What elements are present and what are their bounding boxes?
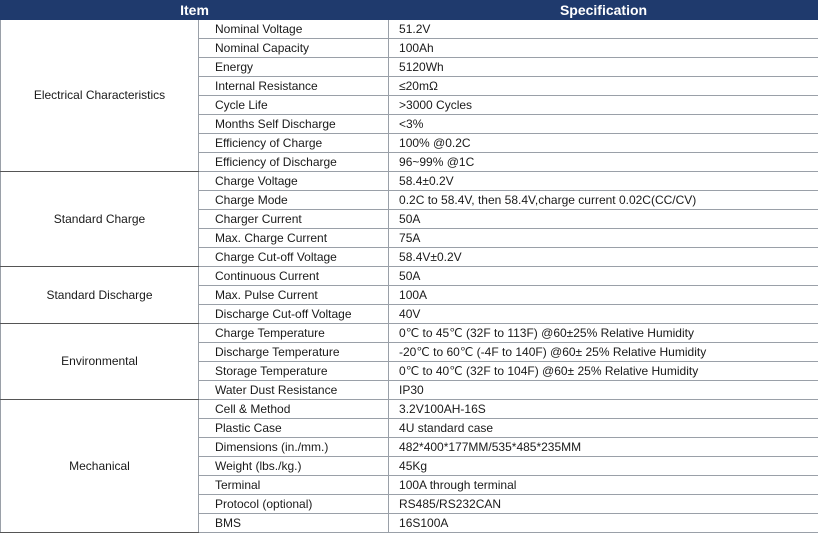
group-name: Electrical Characteristics (0, 19, 199, 172)
header-specification: Specification (388, 0, 818, 20)
item-spec: 3.2V100AH-16S (388, 399, 818, 419)
item-name: Continuous Current (197, 266, 390, 286)
item-spec: 50A (388, 209, 818, 229)
item-spec: 96~99% @1C (388, 152, 818, 172)
header-item: Item (0, 0, 390, 20)
table-row: Max. Charge Current 75A (1, 228, 818, 248)
item-name: Max. Pulse Current (197, 285, 390, 305)
item-spec: 0℃ to 45℃ (32F to 113F) @60±25% Relative… (388, 323, 818, 343)
item-name: Efficiency of Charge (197, 133, 390, 153)
item-name: Water Dust Resistance (197, 380, 390, 400)
item-name: Cycle Life (197, 95, 390, 115)
item-name: Plastic Case (197, 418, 390, 438)
item-spec: >3000 Cycles (388, 95, 818, 115)
item-spec: 51.2V (388, 19, 818, 39)
item-spec: 100A (388, 285, 818, 305)
item-spec: 0℃ to 40℃ (32F to 104F) @60± 25% Relativ… (388, 361, 818, 381)
item-spec: 58.4V±0.2V (388, 247, 818, 267)
item-name: Charge Mode (197, 190, 390, 210)
item-name: Charge Cut-off Voltage (197, 247, 390, 267)
item-spec: 5120Wh (388, 57, 818, 77)
table-row: Weight (lbs./kg.) 45Kg (1, 456, 818, 476)
item-spec: 58.4±0.2V (388, 171, 818, 191)
table-row: Terminal 100A through terminal (1, 475, 818, 495)
group-name: Standard Charge (0, 171, 199, 267)
item-spec: 40V (388, 304, 818, 324)
table-row: Standard Charge Charge Voltage 58.4±0.2V (0, 171, 818, 267)
item-spec: -20℃ to 60℃ (-4F to 140F) @60± 25% Relat… (388, 342, 818, 362)
item-name: Cell & Method (197, 399, 390, 419)
item-spec: 75A (388, 228, 818, 248)
group-name: Standard Discharge (0, 266, 199, 324)
item-spec: 100% @0.2C (388, 133, 818, 153)
table-row: BMS 16S100A (1, 513, 818, 533)
item-spec: 45Kg (388, 456, 818, 476)
table-row: Standard Discharge Continuous Current 50A (0, 266, 818, 324)
item-name: Max. Charge Current (197, 228, 390, 248)
item-name: BMS (197, 513, 390, 533)
table-row: Electrical Characteristics Nominal Voltag… (0, 19, 818, 172)
table-row: Dimensions (in./mm.) 482*400*177MM/535*48… (1, 437, 818, 457)
item-spec: 16S100A (388, 513, 818, 533)
table-row: Charger Current 50A (1, 209, 818, 229)
table-row: Charge Mode 0.2C to 58.4V, then 58.4V,cha… (1, 190, 818, 210)
item-name: Discharge Temperature (197, 342, 390, 362)
item-spec: <3% (388, 114, 818, 134)
item-name: Nominal Capacity (197, 38, 390, 58)
item-name: Efficiency of Discharge (197, 152, 390, 172)
table-body: Electrical Characteristics Nominal Voltag… (0, 19, 818, 533)
item-name: Internal Resistance (197, 76, 390, 96)
item-name: Charge Temperature (197, 323, 390, 343)
table-row: Charge Cut-off Voltage 58.4V±0.2V (1, 247, 818, 267)
item-name: Energy (197, 57, 390, 77)
item-name: Charger Current (197, 209, 390, 229)
item-name: Months Self Discharge (197, 114, 390, 134)
item-spec: 4U standard case (388, 418, 818, 438)
item-name: Protocol (optional) (197, 494, 390, 514)
item-name: Discharge Cut-off Voltage (197, 304, 390, 324)
table-row: Plastic Case 4U standard case (1, 418, 818, 438)
item-spec: RS485/RS232CAN (388, 494, 818, 514)
group-name: Environmental (0, 323, 199, 400)
table-row: Mechanical Cell & Method 3.2V100AH-16S (0, 399, 818, 533)
item-spec: 100Ah (388, 38, 818, 58)
item-spec: IP30 (388, 380, 818, 400)
item-spec: 100A through terminal (388, 475, 818, 495)
group-name: Mechanical (0, 399, 199, 533)
table-row: Months Self Discharge <3% (1, 114, 818, 134)
item-name: Nominal Voltage (197, 19, 390, 39)
table-row: Environmental Charge Temperature 0℃ to 45℃… (0, 323, 818, 400)
header-row: Item Specification (0, 0, 818, 20)
item-name: Storage Temperature (197, 361, 390, 381)
item-spec: 482*400*177MM/535*485*235MM (388, 437, 818, 457)
item-spec: 0.2C to 58.4V, then 58.4V,charge current… (388, 190, 818, 210)
item-name: Terminal (197, 475, 390, 495)
item-name: Dimensions (in./mm.) (197, 437, 390, 457)
item-spec: 50A (388, 266, 818, 286)
item-name: Charge Voltage (197, 171, 390, 191)
item-spec: ≤20mΩ (388, 76, 818, 96)
table-row: Internal Resistance ≤20mΩ (1, 76, 818, 96)
table-row: Discharge Cut-off Voltage 40V (1, 304, 818, 324)
item-name: Weight (lbs./kg.) (197, 456, 390, 476)
table-row: Efficiency of Discharge 96~99% @1C (1, 152, 818, 172)
